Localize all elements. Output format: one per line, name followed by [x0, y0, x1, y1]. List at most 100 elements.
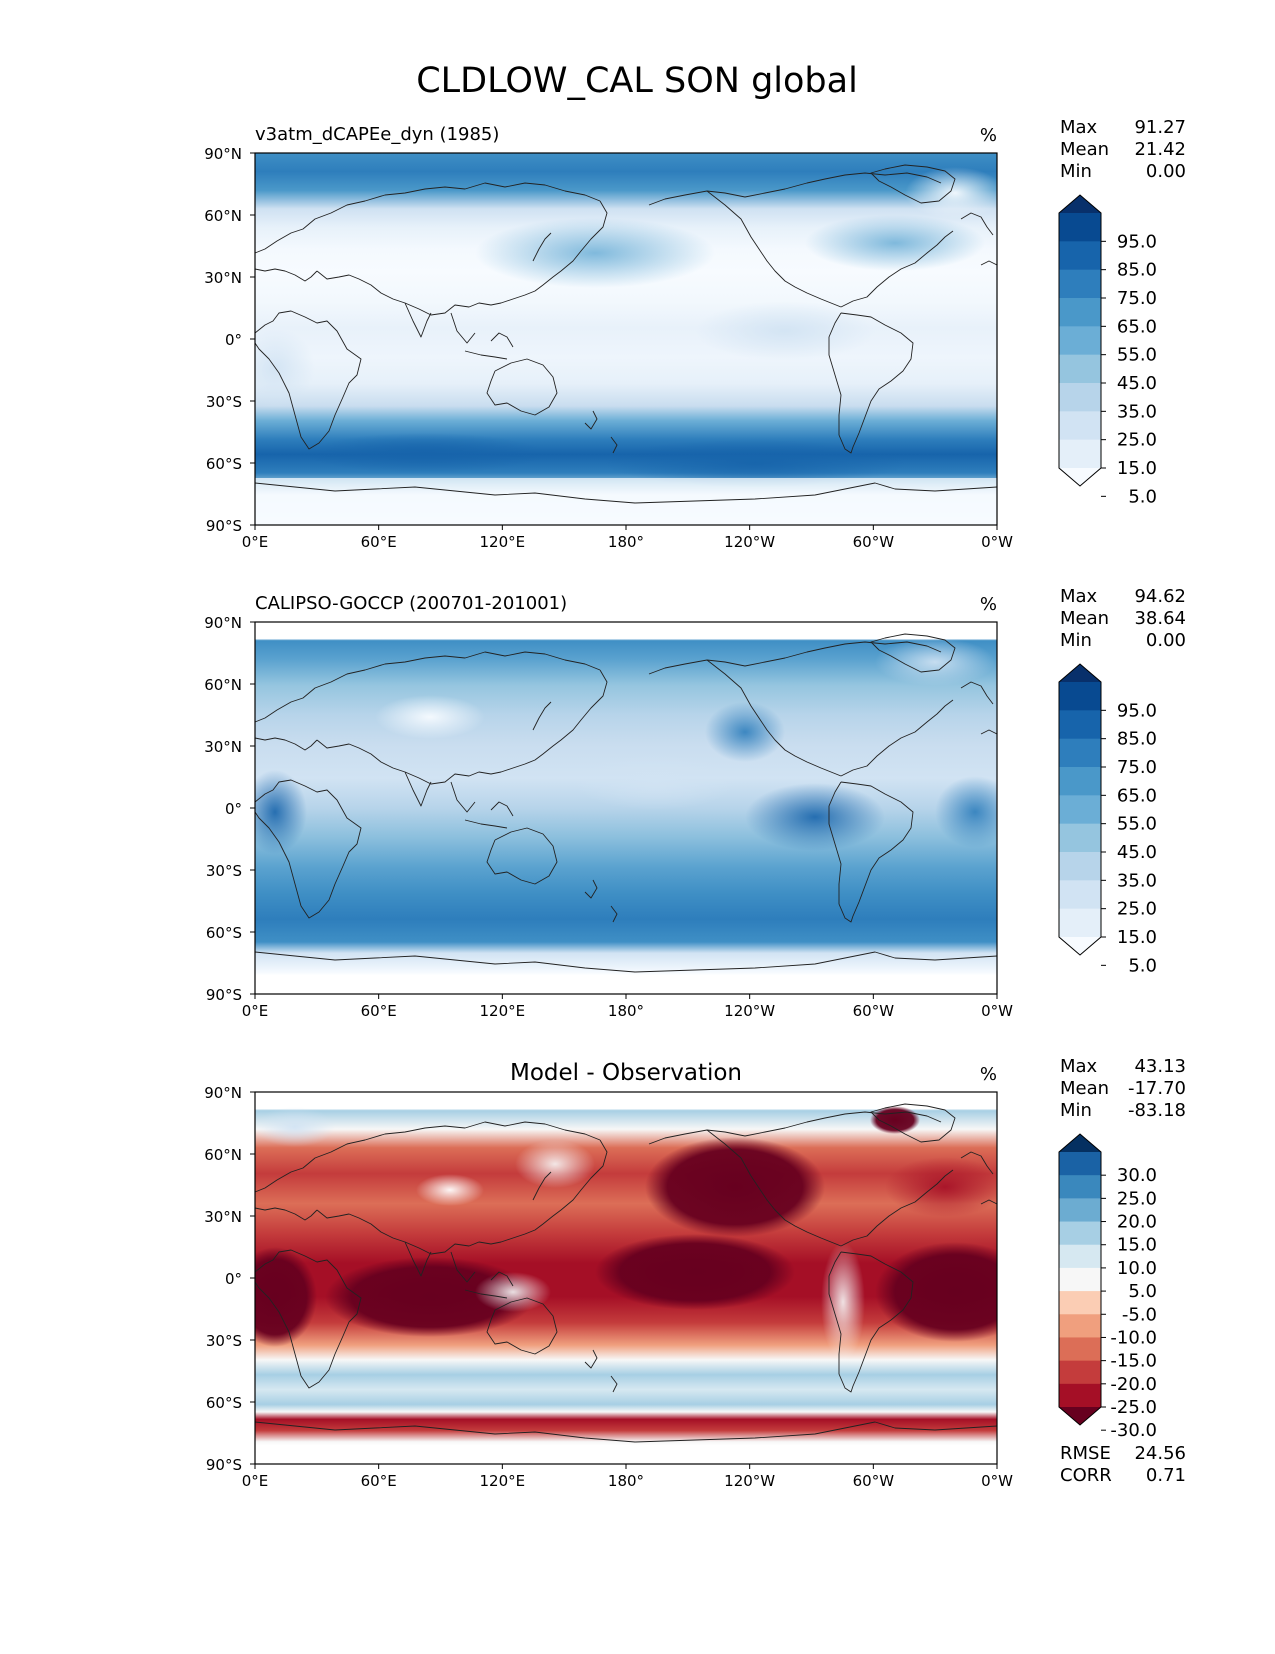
- colorbar-segment: [1059, 852, 1101, 881]
- lat-tick-label: 90°S: [206, 1456, 242, 1474]
- colorbar-segment: [1059, 383, 1101, 412]
- lon-tick-label: 0°E: [242, 1472, 269, 1490]
- colorbar-segment: [1059, 269, 1101, 299]
- panel-title: Model - Observation: [510, 1060, 742, 1086]
- map-field-difference: [255, 1092, 997, 1464]
- stat-label: Max: [1060, 117, 1098, 138]
- lat-tick-label: 90°S: [206, 517, 242, 535]
- colorbar-segment: [1059, 1267, 1101, 1292]
- stat-value: -17.70: [1128, 1078, 1186, 1099]
- lon-tick-label: 60°W: [853, 533, 895, 551]
- colorbar-extend-min: [1059, 1407, 1101, 1425]
- colorbar-tick-label: 45.0: [1117, 842, 1157, 863]
- lat-tick-label: 0°: [225, 331, 242, 349]
- colorbar-tick-label: -30.0: [1110, 1420, 1157, 1441]
- figure-title: CLDLOW_CAL SON global: [416, 61, 858, 101]
- stat-value: 21.42: [1134, 139, 1186, 160]
- metric-value: 0.71: [1146, 1465, 1186, 1486]
- colorbar-segment: [1059, 1291, 1101, 1315]
- stat-label: Mean: [1060, 1078, 1109, 1099]
- metric-label: RMSE: [1060, 1443, 1111, 1464]
- lat-tick-label: 90°N: [204, 1084, 242, 1102]
- units-label: %: [980, 1064, 997, 1085]
- colorbar-segment: [1059, 1360, 1101, 1385]
- map-field-model: [255, 153, 997, 525]
- lon-tick-label: 180°: [608, 1472, 644, 1490]
- colorbar-tick-label: 65.0: [1117, 785, 1157, 806]
- colorbar-tick-label: 55.0: [1117, 814, 1157, 835]
- colorbar-extend-min: [1059, 937, 1101, 955]
- lon-tick-label: 120°W: [724, 1002, 775, 1020]
- colorbar-tick-label: 35.0: [1117, 870, 1157, 891]
- colorbar-tick-label: 15.0: [1117, 1235, 1157, 1256]
- lon-tick-label: 120°W: [724, 533, 775, 551]
- colorbar-tick-label: 35.0: [1117, 401, 1157, 422]
- lon-tick-label: 120°W: [724, 1472, 775, 1490]
- lat-tick-label: 30°S: [206, 862, 242, 880]
- lat-tick-label: 30°N: [204, 269, 242, 287]
- lat-tick-label: 90°S: [206, 986, 242, 1004]
- stat-label: Max: [1060, 1056, 1098, 1077]
- colorbar-tick-label: 65.0: [1117, 316, 1157, 337]
- colorbar-tick-label: 25.0: [1117, 1188, 1157, 1209]
- stat-value: 0.00: [1146, 161, 1186, 182]
- lon-tick-label: 60°E: [361, 533, 397, 551]
- colorbar-segment: [1059, 298, 1101, 327]
- lat-tick-label: 30°S: [206, 393, 242, 411]
- stat-label: Min: [1060, 1100, 1092, 1121]
- colorbar-segment: [1059, 439, 1101, 469]
- colorbar-segment: [1059, 241, 1101, 271]
- colorbar-segment: [1059, 682, 1101, 711]
- lon-tick-label: 180°: [608, 533, 644, 551]
- colorbar-tick-label: 5.0: [1128, 955, 1157, 976]
- lat-tick-label: 60°N: [204, 207, 242, 225]
- stat-value: 91.27: [1134, 117, 1186, 138]
- colorbar-tick-label: 25.0: [1117, 899, 1157, 920]
- colorbar-segment: [1059, 767, 1101, 796]
- lat-tick-label: 0°: [225, 1270, 242, 1288]
- colorbar-segment: [1059, 908, 1101, 938]
- colorbar-tick-label: 5.0: [1128, 1281, 1157, 1302]
- colorbar-segment: [1059, 795, 1101, 825]
- colorbar-segment: [1059, 1175, 1101, 1199]
- lat-tick-label: 60°N: [204, 1146, 242, 1164]
- stat-label: Min: [1060, 630, 1092, 651]
- colorbar-tick-label: -20.0: [1110, 1374, 1157, 1395]
- stat-value: 94.62: [1134, 586, 1186, 607]
- lon-tick-label: 60°W: [853, 1002, 895, 1020]
- colorbar-tick-label: 95.0: [1117, 231, 1157, 252]
- colorbar-segment: [1059, 1221, 1101, 1246]
- colorbar-segment: [1059, 1152, 1101, 1176]
- stat-label: Min: [1060, 161, 1092, 182]
- lon-tick-label: 60°E: [361, 1002, 397, 1020]
- colorbar-tick-label: 95.0: [1117, 700, 1157, 721]
- colorbar-extend-max: [1059, 664, 1101, 682]
- panel-difference: [255, 1092, 997, 1464]
- colorbar-tick-label: 75.0: [1117, 757, 1157, 778]
- map-field-observation: [255, 622, 997, 994]
- lon-tick-label: 0°W: [981, 1002, 1013, 1020]
- lon-tick-label: 120°E: [480, 1472, 526, 1490]
- colorbar-segment: [1059, 213, 1101, 242]
- panel-title: CALIPSO-GOCCP (200701-201001): [255, 593, 567, 614]
- colorbar-extend-max: [1059, 1134, 1101, 1152]
- colorbar-extend-max: [1059, 195, 1101, 213]
- lon-tick-label: 0°E: [242, 1002, 269, 1020]
- units-label: %: [980, 125, 997, 146]
- colorbar-tick-label: 10.0: [1117, 1258, 1157, 1279]
- panel-model: [255, 153, 997, 525]
- lon-tick-label: 120°E: [480, 1002, 526, 1020]
- colorbar-tick-label: 15.0: [1117, 458, 1157, 479]
- colorbar-segment: [1059, 823, 1101, 853]
- lat-tick-label: 30°S: [206, 1332, 242, 1350]
- stat-label: Mean: [1060, 608, 1109, 629]
- lon-tick-label: 0°W: [981, 1472, 1013, 1490]
- colorbar-tick-label: 30.0: [1117, 1165, 1157, 1186]
- colorbar-tick-label: 75.0: [1117, 288, 1157, 309]
- lon-tick-label: 60°W: [853, 1472, 895, 1490]
- colorbar-tick-label: -10.0: [1110, 1327, 1157, 1348]
- lon-tick-label: 60°E: [361, 1472, 397, 1490]
- colorbar-tick-label: -25.0: [1110, 1397, 1157, 1418]
- colorbar-segment: [1059, 1244, 1101, 1269]
